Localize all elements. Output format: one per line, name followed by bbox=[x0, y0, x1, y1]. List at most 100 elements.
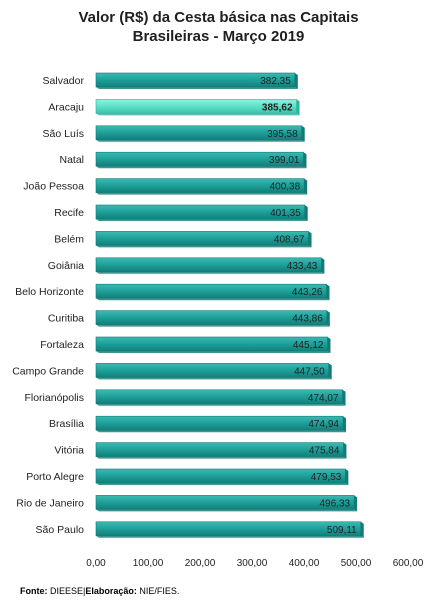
bar-curitiba bbox=[95, 310, 330, 327]
bar-bottom bbox=[96, 219, 308, 221]
bar-recife bbox=[95, 204, 308, 221]
source-note: Fonte: DIEESE|Elaboração: NIE/FIES. bbox=[20, 586, 179, 596]
bar-bottom bbox=[96, 403, 346, 406]
category-label: Vitória bbox=[54, 445, 84, 457]
bar-face bbox=[95, 336, 328, 352]
bars-layer bbox=[95, 72, 364, 538]
x-tick-label: 400,00 bbox=[289, 558, 320, 569]
category-label: Belo Horizonte bbox=[15, 286, 84, 298]
bar-bottom bbox=[96, 430, 346, 433]
bar-chart: Salvador Aracaju São Luís Natal João Pessoa R… bbox=[12, 72, 424, 569]
bar-joão-pessoa bbox=[95, 178, 308, 195]
bar-side bbox=[327, 337, 331, 353]
bar-bottom bbox=[96, 483, 349, 485]
value-label: 496,33 bbox=[319, 498, 350, 509]
bar-face bbox=[95, 283, 327, 299]
bar-side bbox=[308, 231, 312, 248]
bar-bottom bbox=[96, 298, 330, 301]
bar-vitória bbox=[95, 442, 347, 459]
chart-subtitle: Brasileiras - Março 2019 bbox=[132, 28, 305, 45]
bar-side bbox=[342, 416, 346, 433]
bar-side bbox=[326, 284, 330, 301]
bar-side bbox=[304, 178, 308, 195]
category-label: Porto Alegre bbox=[26, 471, 84, 483]
value-label: 443,26 bbox=[292, 287, 323, 298]
category-label: Goiânia bbox=[48, 260, 84, 272]
bar-fortaleza bbox=[95, 336, 331, 353]
bar-side bbox=[296, 99, 300, 116]
bar-face bbox=[95, 468, 346, 484]
category-label: São Paulo bbox=[36, 524, 85, 536]
chart-title: Valor (R$) da Cesta básica nas Capitais … bbox=[0, 8, 437, 46]
value-label: 443,86 bbox=[292, 314, 323, 325]
category-label: Campo Grande bbox=[12, 365, 84, 377]
bar-natal bbox=[95, 151, 307, 169]
bar-side bbox=[301, 125, 305, 142]
value-label: 399,01 bbox=[269, 155, 300, 166]
bar-bottom bbox=[96, 351, 331, 353]
x-tick-label: 100,00 bbox=[133, 558, 164, 569]
chart-title-line-1: Valor (R$) da Cesta básica nas Capitais bbox=[78, 9, 359, 26]
category-label: Florianópolis bbox=[24, 392, 84, 404]
bar-side bbox=[342, 389, 346, 406]
value-label: 400,38 bbox=[270, 182, 301, 193]
value-label: 509,11 bbox=[327, 525, 357, 536]
bar-bottom bbox=[96, 87, 298, 89]
value-label: 474,94 bbox=[308, 419, 339, 430]
bar-porto-alegre bbox=[95, 468, 349, 485]
source-value: DIEESE bbox=[50, 586, 84, 596]
bar-brasília bbox=[95, 415, 346, 433]
bar-face bbox=[95, 231, 309, 246]
category-label: Natal bbox=[59, 154, 84, 166]
category-label: Belém bbox=[54, 233, 84, 245]
category-labels: Salvador Aracaju São Luís Natal João Pessoa R… bbox=[12, 75, 84, 536]
value-label: 447,50 bbox=[294, 366, 325, 377]
bar-são-paulo bbox=[95, 521, 364, 538]
bar-side bbox=[343, 442, 347, 459]
bar-face bbox=[95, 204, 306, 220]
source-label: Fonte: bbox=[20, 586, 48, 596]
bar-face bbox=[95, 363, 329, 378]
bar-side bbox=[303, 152, 307, 169]
bar-goiânia bbox=[95, 257, 325, 274]
bar-face bbox=[95, 442, 344, 457]
bar-bottom bbox=[96, 271, 325, 274]
value-label: 382,35 bbox=[260, 76, 291, 87]
bar-bottom bbox=[96, 113, 300, 116]
category-label: Salvador bbox=[43, 75, 85, 87]
category-label: Recife bbox=[54, 207, 84, 219]
bar-salvador bbox=[95, 72, 298, 89]
value-labels: 382,35 385,62 395,58 399,01 400,38 401,35 408,… bbox=[260, 76, 357, 536]
value-label: 385,62 bbox=[262, 102, 293, 113]
x-tick-label: 600,00 bbox=[393, 558, 424, 569]
value-label: 433,43 bbox=[287, 261, 318, 272]
bar-side bbox=[304, 205, 308, 221]
bar-face bbox=[95, 72, 296, 88]
bar-face bbox=[95, 257, 322, 273]
value-label: 408,67 bbox=[274, 234, 305, 245]
category-label: São Luís bbox=[43, 128, 84, 140]
bar-belo-horizonte bbox=[95, 283, 330, 301]
bar-bottom bbox=[96, 245, 312, 248]
category-label: Rio de Janeiro bbox=[16, 497, 84, 509]
value-label: 445,12 bbox=[293, 340, 324, 351]
elaboration-label: Elaboração: bbox=[85, 586, 137, 596]
bar-face bbox=[95, 495, 355, 510]
bar-são-luís bbox=[95, 125, 305, 142]
bar-florianópolis bbox=[95, 389, 346, 406]
bar-bottom bbox=[96, 139, 305, 142]
bar-campo-grande bbox=[95, 363, 332, 380]
bar-side bbox=[360, 521, 364, 538]
x-tick-label: 200,00 bbox=[185, 558, 216, 569]
category-label: João Pessoa bbox=[23, 181, 84, 193]
bar-face bbox=[95, 521, 362, 537]
value-label: 479,53 bbox=[311, 472, 342, 483]
bar-bottom bbox=[96, 456, 347, 459]
bar-face bbox=[95, 125, 303, 141]
bar-face bbox=[95, 178, 305, 193]
bar-bottom bbox=[96, 166, 307, 169]
bar-bottom bbox=[96, 535, 364, 538]
value-label: 474,07 bbox=[308, 393, 339, 404]
bar-face bbox=[95, 389, 343, 405]
bar-side bbox=[328, 363, 332, 380]
